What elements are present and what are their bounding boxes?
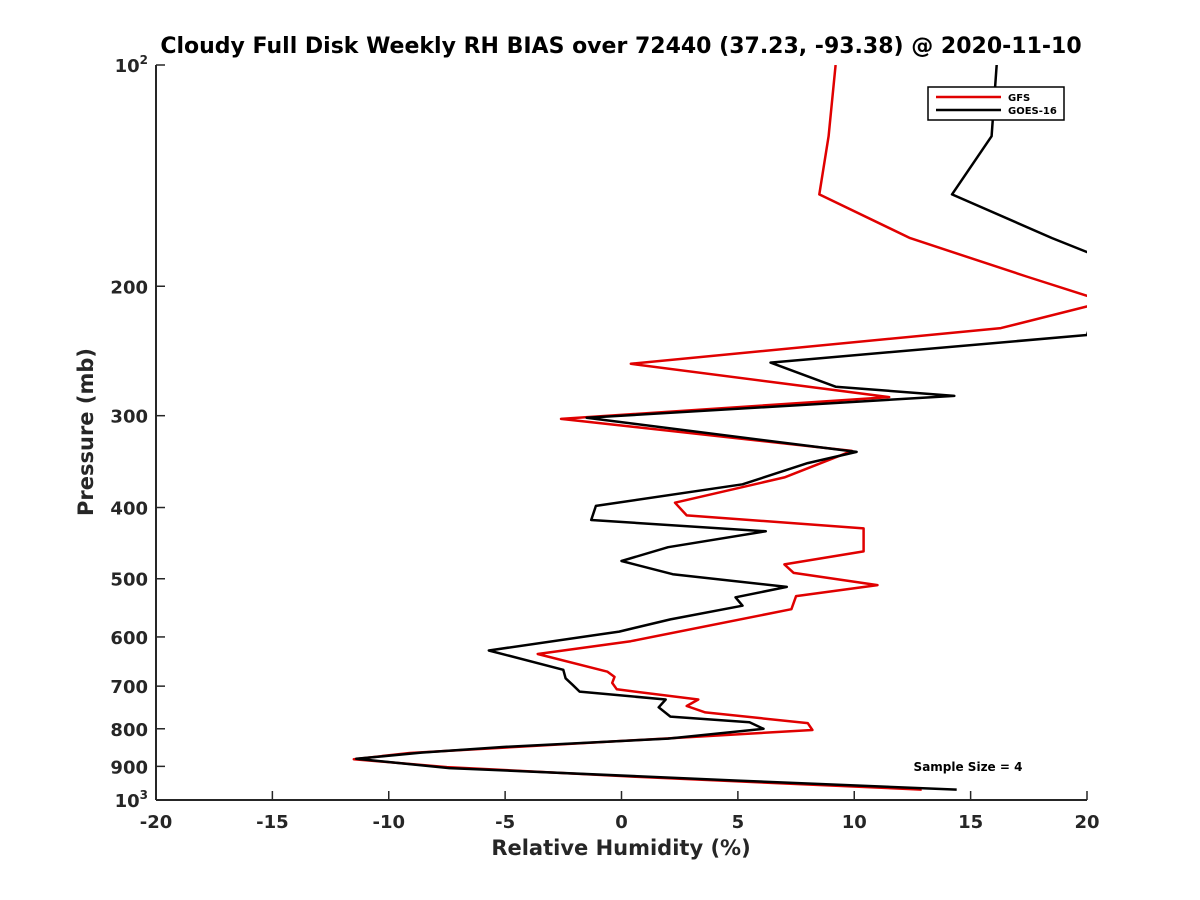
- legend-label-gfs: GFS: [1008, 93, 1030, 104]
- y-tick-label: 103: [115, 788, 148, 812]
- chart-title: Cloudy Full Disk Weekly RH BIAS over 724…: [160, 34, 1081, 59]
- y-tick-label: 200: [110, 277, 148, 298]
- x-tick-label: 5: [732, 812, 745, 833]
- y-axis-label: Pressure (mb): [74, 348, 98, 516]
- x-tick-label: -5: [495, 812, 515, 833]
- legend: GFS GOES-16: [927, 86, 1065, 121]
- x-tick-label: 15: [958, 812, 983, 833]
- y-tick-label: 700: [110, 677, 148, 698]
- y-tick-label: 900: [110, 757, 148, 778]
- sample-size-annotation: Sample Size = 4: [914, 760, 1023, 774]
- y-tick-label: 102: [115, 53, 148, 77]
- x-tick-label: 10: [842, 812, 867, 833]
- y-tick-label: 400: [110, 499, 148, 520]
- y-axis-ticks: 102 200 300 400 500 600 700 800 900 103: [110, 53, 165, 812]
- x-axis-label: Relative Humidity (%): [491, 836, 750, 860]
- y-tick-label: 600: [110, 628, 148, 649]
- x-tick-label: -15: [256, 812, 289, 833]
- legend-box: [927, 86, 1065, 121]
- series-line-gfs: [352, 65, 1087, 791]
- x-tick-label: 20: [1074, 812, 1099, 833]
- series-layer: [352, 65, 1087, 791]
- y-tick-label: 300: [110, 407, 148, 428]
- y-tick-label: 800: [110, 720, 148, 741]
- x-axis-ticks: -20 -15 -10 -5 0 5 10 15 20: [140, 791, 1100, 833]
- series-line-goes-16: [354, 65, 1087, 791]
- legend-label-goes-16: GOES-16: [1008, 106, 1057, 117]
- x-tick-label: 0: [615, 812, 628, 833]
- x-tick-label: -20: [140, 812, 173, 833]
- x-tick-label: -10: [372, 812, 405, 833]
- y-tick-label: 500: [110, 570, 148, 591]
